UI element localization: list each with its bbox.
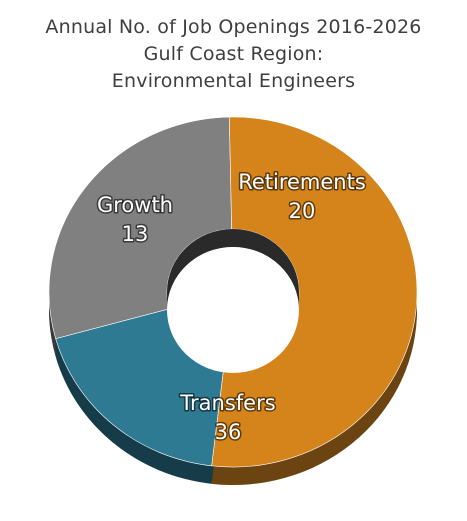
slice-label-growth: Growth	[97, 193, 173, 217]
chart-title-line-2: Gulf Coast Region:	[143, 43, 324, 65]
slice-label-transfers: Transfers	[179, 391, 275, 415]
donut-hole	[167, 247, 299, 373]
slice-value-transfers: 36	[215, 420, 242, 444]
donut-hole-wall	[167, 229, 299, 310]
chart-title-line-1: Annual No. of Job Openings 2016-2026	[45, 16, 422, 38]
slice-label-retirements: Retirements	[238, 170, 366, 194]
chart-title-line-3: Environmental Engineers	[111, 70, 356, 92]
chart-title: Annual No. of Job Openings 2016-2026 Gul…	[0, 14, 467, 95]
slice-value-growth: 13	[122, 222, 149, 246]
slice-value-retirements: 20	[289, 199, 316, 223]
